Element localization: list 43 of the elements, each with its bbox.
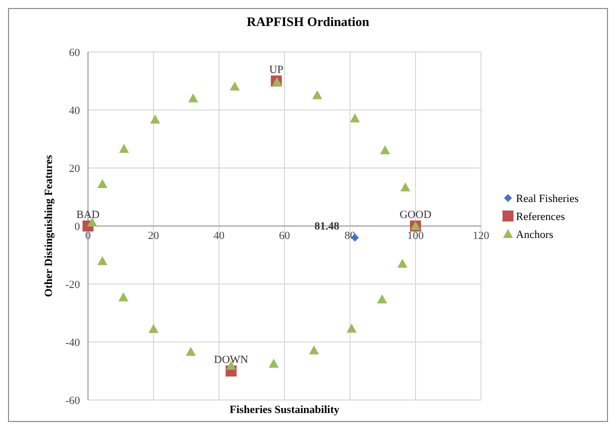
x-tick-label: 120 xyxy=(472,230,490,242)
point xyxy=(400,182,410,192)
y-tick-label: -20 xyxy=(65,279,80,291)
annotation: BAD xyxy=(76,209,100,221)
x-tick-label: 40 xyxy=(214,230,225,242)
x-tick-label: 60 xyxy=(279,230,290,242)
point xyxy=(397,258,408,268)
point xyxy=(312,90,322,100)
y-tick-label: 40 xyxy=(69,105,80,117)
annotation: UP xyxy=(269,64,284,76)
point xyxy=(350,113,360,122)
x-tick-label: 20 xyxy=(148,230,160,242)
y-tick-label: -40 xyxy=(65,337,80,349)
y-tick-label: 60 xyxy=(69,47,80,59)
point xyxy=(97,178,108,188)
point xyxy=(118,292,128,302)
point xyxy=(377,294,388,304)
annotation: GOOD xyxy=(400,209,432,221)
y-axis-title: Other Distinguishing Features xyxy=(43,154,55,297)
point xyxy=(308,345,319,354)
y-tick-label: 0 xyxy=(74,221,80,233)
legend-label: Anchors xyxy=(516,229,554,241)
annotation: DOWN xyxy=(214,354,248,366)
x-tick-label: 100 xyxy=(407,230,424,242)
point xyxy=(148,324,158,333)
annotation: 81.48 xyxy=(314,220,340,233)
point xyxy=(119,144,130,153)
point xyxy=(87,218,98,227)
point xyxy=(97,256,108,266)
x-axis-title: Fisheries Sustainability xyxy=(230,404,340,416)
legend-label: Real Fisheries xyxy=(516,193,579,205)
point xyxy=(230,82,240,91)
point xyxy=(268,358,279,368)
point xyxy=(380,145,390,154)
x-tick-label: 0 xyxy=(85,230,92,242)
point xyxy=(186,346,196,356)
chart-title: RAPFISH Ordination xyxy=(246,14,370,29)
y-tick-label: 20 xyxy=(69,163,80,175)
legend-label: References xyxy=(516,211,565,223)
point xyxy=(150,114,160,124)
point xyxy=(346,324,357,333)
y-tick-label: -60 xyxy=(65,395,80,407)
point xyxy=(188,93,198,102)
